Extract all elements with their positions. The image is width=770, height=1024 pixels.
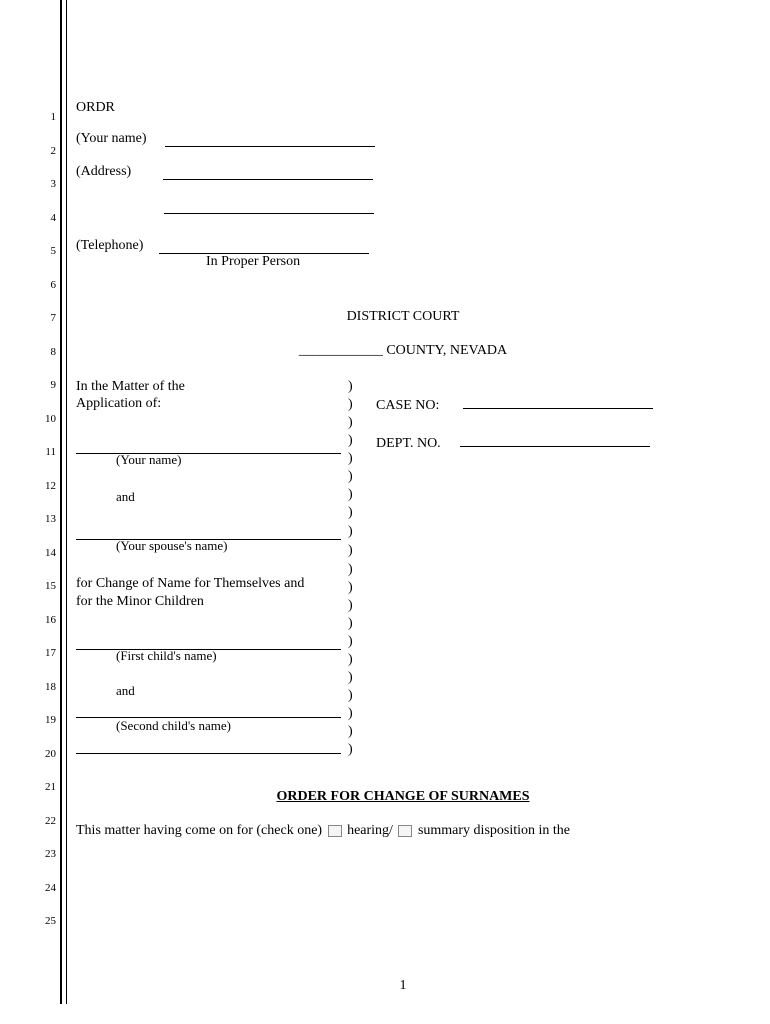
second-child-hint: (Second child's name) xyxy=(116,718,231,734)
case-no-input-line[interactable] xyxy=(463,395,653,409)
code-label: ORDR xyxy=(76,100,115,116)
your-name-hint: (Your name) xyxy=(116,452,181,468)
line-number: 23 xyxy=(28,848,56,860)
telephone-label: (Telephone) xyxy=(76,238,143,254)
line-number: 21 xyxy=(28,781,56,793)
body-text-2: hearing/ xyxy=(347,823,393,838)
line-number: 25 xyxy=(28,915,56,927)
telephone-input-line[interactable] xyxy=(159,240,369,254)
line-number: 15 xyxy=(28,580,56,592)
line-number: 7 xyxy=(28,312,56,324)
caption-paren: ) xyxy=(348,562,358,578)
summary-checkbox[interactable] xyxy=(398,825,412,837)
caption-paren: ) xyxy=(348,616,358,632)
caption-bottom-line xyxy=(76,740,356,759)
line-number: 11 xyxy=(28,446,56,458)
for-change-1: for Change of Name for Themselves and xyxy=(76,576,356,592)
document-content: ORDR (Your name) (Address) (Telephone) I… xyxy=(76,0,730,1004)
caption-paren: ) xyxy=(348,652,358,668)
address-field-row: (Address) xyxy=(76,164,373,180)
dept-no-row: DEPT. NO. xyxy=(376,433,730,452)
caption-paren: ) xyxy=(348,670,358,686)
in-pro-per-label: In Proper Person xyxy=(206,254,300,270)
body-text-3: summary disposition in the xyxy=(418,823,570,838)
body-line-1: This matter having come on for (check on… xyxy=(76,823,570,839)
address-field-row-2 xyxy=(164,200,374,214)
caption-paren: ) xyxy=(348,742,358,758)
caption-paren: ) xyxy=(348,634,358,650)
first-child-hint: (First child's name) xyxy=(116,648,217,664)
line-number: 10 xyxy=(28,413,56,425)
dept-no-label: DEPT. NO. xyxy=(376,436,441,451)
caption-matter-2: Application of: xyxy=(76,396,356,412)
caption-paren: ) xyxy=(348,397,358,413)
line-number: 14 xyxy=(28,547,56,559)
case-no-row: CASE NO: xyxy=(376,395,730,414)
address-input-line-1[interactable] xyxy=(163,166,373,180)
order-title: ORDER FOR CHANGE OF SURNAMES xyxy=(76,789,730,805)
caption-paren: ) xyxy=(348,451,358,467)
caption-paren: ) xyxy=(348,580,358,596)
caption-paren: ) xyxy=(348,724,358,740)
caption-matter-1: In the Matter of the xyxy=(76,379,356,395)
spouse-name-hint: (Your spouse's name) xyxy=(116,538,228,554)
case-no-label: CASE NO: xyxy=(376,398,439,413)
line-number: 5 xyxy=(28,245,56,257)
line-number: 8 xyxy=(28,346,56,358)
line-number: 20 xyxy=(28,748,56,760)
line-number: 16 xyxy=(28,614,56,626)
name-input-line[interactable] xyxy=(165,133,375,147)
caption-paren: ) xyxy=(348,487,358,503)
body-text-1: This matter having come on for (check on… xyxy=(76,823,322,838)
caption-paren: ) xyxy=(348,505,358,521)
line-number: 3 xyxy=(28,178,56,190)
caption-paren: ) xyxy=(348,415,358,431)
caption-paren: ) xyxy=(348,433,358,449)
caption-paren: ) xyxy=(348,524,358,540)
caption-paren: ) xyxy=(348,706,358,722)
line-number: 9 xyxy=(28,379,56,391)
telephone-field-row: (Telephone) xyxy=(76,238,369,254)
caption-paren: ) xyxy=(348,688,358,704)
line-number: 22 xyxy=(28,815,56,827)
line-number: 13 xyxy=(28,513,56,525)
line-number: 17 xyxy=(28,647,56,659)
hearing-checkbox[interactable] xyxy=(328,825,342,837)
dept-no-input-line[interactable] xyxy=(460,433,650,447)
address-label: (Address) xyxy=(76,164,131,180)
caption-paren: ) xyxy=(348,543,358,559)
for-change-2: for the Minor Children xyxy=(76,594,356,610)
second-child-input-line[interactable] xyxy=(76,704,341,718)
line-number: 6 xyxy=(28,279,56,291)
caption-paren: ) xyxy=(348,379,358,395)
line-number: 18 xyxy=(28,681,56,693)
line-number: 24 xyxy=(28,882,56,894)
page-number: 1 xyxy=(76,978,730,994)
caption-paren: ) xyxy=(348,598,358,614)
county-line: ____________ COUNTY, NEVADA xyxy=(76,343,730,359)
line-number: 4 xyxy=(28,212,56,224)
caption-paren: ) xyxy=(348,469,358,485)
line-number: 12 xyxy=(28,480,56,492)
address-input-line-2[interactable] xyxy=(164,200,374,214)
line-number: 1 xyxy=(28,111,56,123)
name-field-row: (Your name) xyxy=(76,131,375,147)
line-number: 2 xyxy=(28,145,56,157)
line-number: 19 xyxy=(28,714,56,726)
name-label: (Your name) xyxy=(76,131,147,147)
caption-close-line xyxy=(76,740,341,754)
court-title: DISTRICT COURT xyxy=(76,309,730,325)
page-border: ORDR (Your name) (Address) (Telephone) I… xyxy=(60,0,740,1004)
